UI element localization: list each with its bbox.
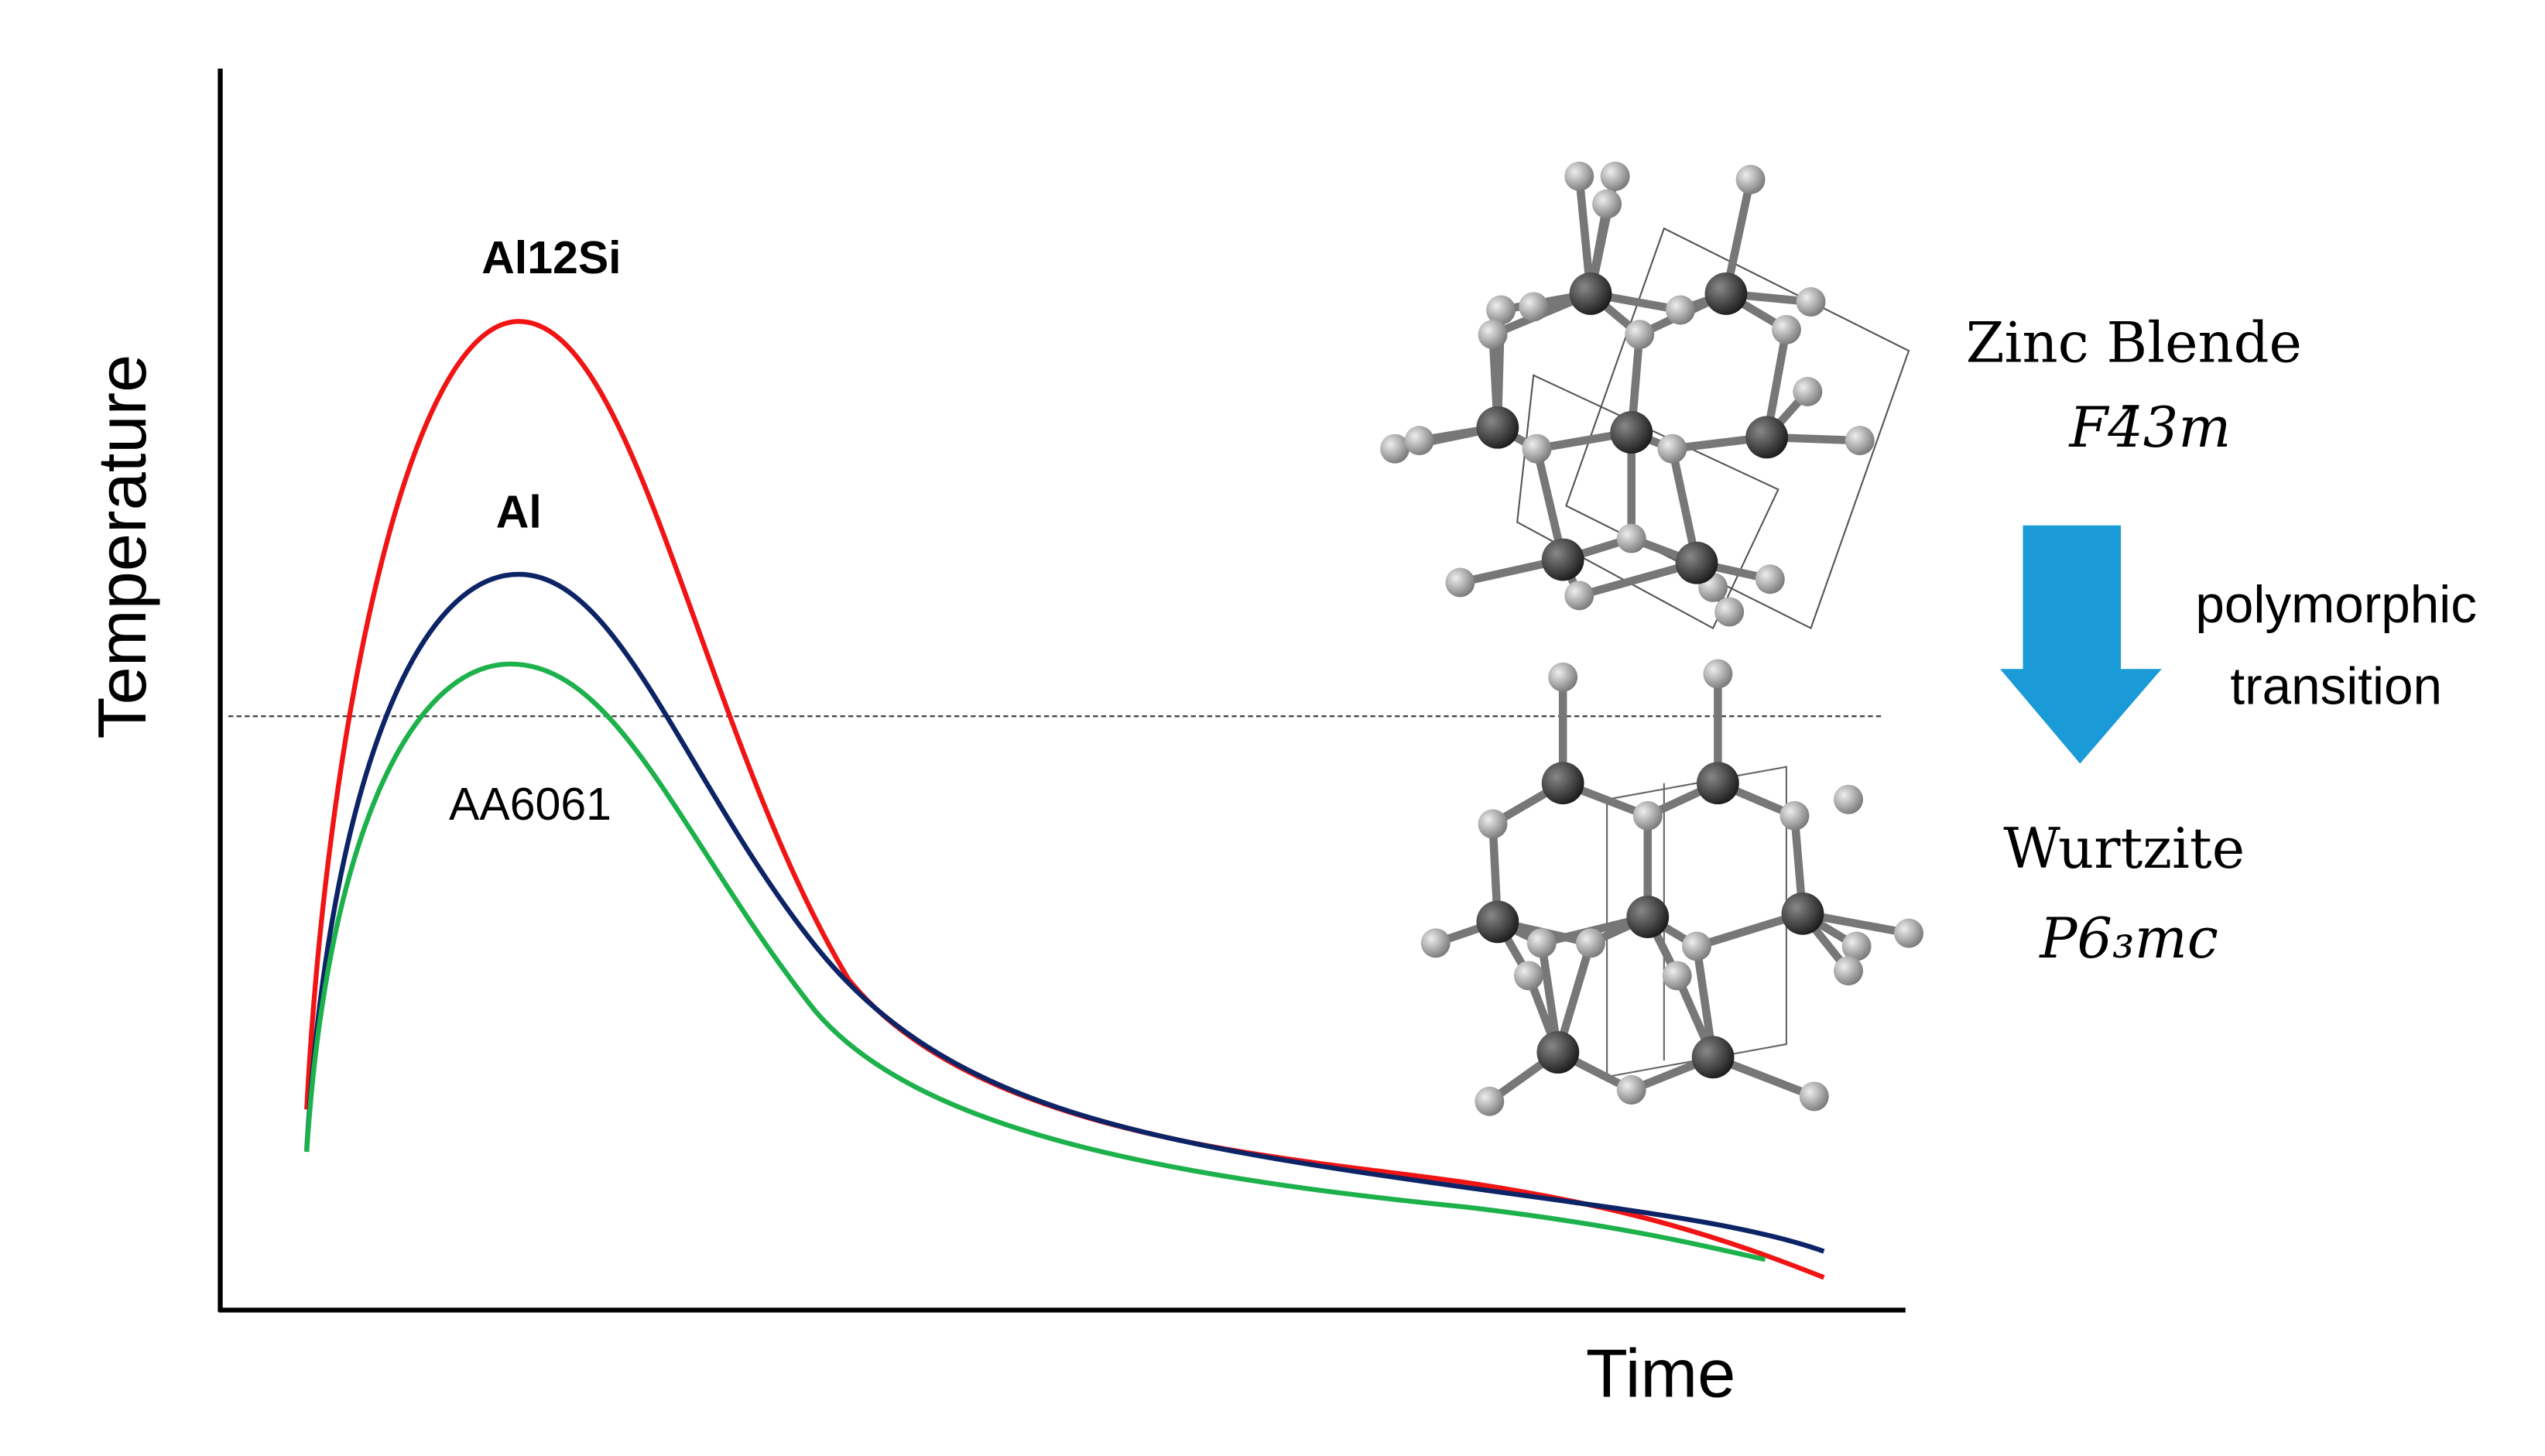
y-axis-label: Temperature: [84, 355, 160, 739]
atom-light: [1522, 433, 1552, 464]
atom-dark: [1541, 538, 1584, 581]
atom-light: [1755, 564, 1785, 594]
atom-dark: [1626, 896, 1670, 938]
atom-light: [1657, 433, 1687, 464]
atom-light: [1564, 581, 1594, 611]
atom-light: [1548, 662, 1578, 692]
atom-light: [1519, 292, 1549, 322]
atom-light: [1682, 931, 1711, 961]
curve-aa6061: [304, 661, 1766, 1262]
curve-label: AA6061: [449, 779, 611, 830]
transition-label: polymorphic: [2195, 576, 2477, 634]
atom-light: [1662, 961, 1692, 991]
curve-label: Al: [496, 487, 542, 538]
atom-dark: [1745, 416, 1789, 459]
transition-label: transition: [2230, 657, 2442, 715]
atom-dark: [1541, 762, 1584, 805]
crystal-structures: [1380, 161, 1923, 1116]
atom-light: [1771, 314, 1801, 344]
space-group: P6₃mc: [2038, 906, 2218, 971]
atom-light: [1799, 1081, 1829, 1112]
atom-light: [1478, 320, 1508, 350]
atom-light: [1834, 784, 1863, 814]
atom-light: [1576, 928, 1605, 958]
atom-dark: [1610, 411, 1653, 454]
atom-light: [1592, 189, 1622, 219]
atom-light: [1616, 1075, 1646, 1105]
atom-light: [1845, 426, 1875, 456]
atom-light: [1632, 800, 1663, 831]
atom-light: [1600, 161, 1630, 191]
atom-dark: [1476, 900, 1519, 944]
atom-dark: [1704, 272, 1748, 315]
atom-dark: [1476, 406, 1519, 449]
atom-light: [1665, 295, 1695, 325]
atom-light: [1478, 809, 1508, 839]
atom-light: [1564, 161, 1594, 191]
atom-light: [1380, 433, 1410, 464]
atom-light: [1625, 320, 1655, 350]
atom-light: [1735, 164, 1766, 194]
atom-light: [1703, 659, 1733, 689]
unit-cell: [1516, 374, 1779, 629]
atom-light: [1513, 961, 1543, 991]
x-axis-label: Time: [1586, 1334, 1735, 1411]
atom-light: [1445, 567, 1475, 598]
structure-name: Zinc Blende: [1966, 310, 2302, 375]
atom-dark: [1691, 1036, 1735, 1079]
atom-light: [1526, 928, 1557, 958]
atom-light: [1475, 1086, 1505, 1116]
structure-name: Wurtzite: [2003, 816, 2245, 881]
atom-light: [1834, 956, 1863, 986]
atom-dark: [1536, 1031, 1580, 1074]
atom-dark: [1781, 892, 1824, 935]
atom-light: [1420, 928, 1451, 958]
atom-light: [1793, 376, 1823, 406]
atom-light: [1404, 426, 1434, 456]
curve-al12si: [304, 319, 1825, 1280]
atom-dark: [1697, 762, 1739, 805]
atom-light: [1616, 523, 1646, 553]
space-group: F4̄3m: [2068, 395, 2232, 460]
atom-dark: [1675, 541, 1718, 584]
atom-light: [1796, 287, 1826, 317]
atom-light: [1841, 931, 1872, 961]
atom-dark: [1569, 272, 1612, 315]
atom-light: [1894, 918, 1923, 948]
atom-light: [1486, 295, 1516, 325]
curve-label: Al12Si: [481, 232, 621, 283]
curve-al: [304, 571, 1825, 1254]
transition-arrow: [2000, 525, 2162, 764]
atom-light: [1714, 597, 1745, 627]
unit-cell: [1565, 227, 1910, 629]
atom-light: [1779, 800, 1810, 831]
